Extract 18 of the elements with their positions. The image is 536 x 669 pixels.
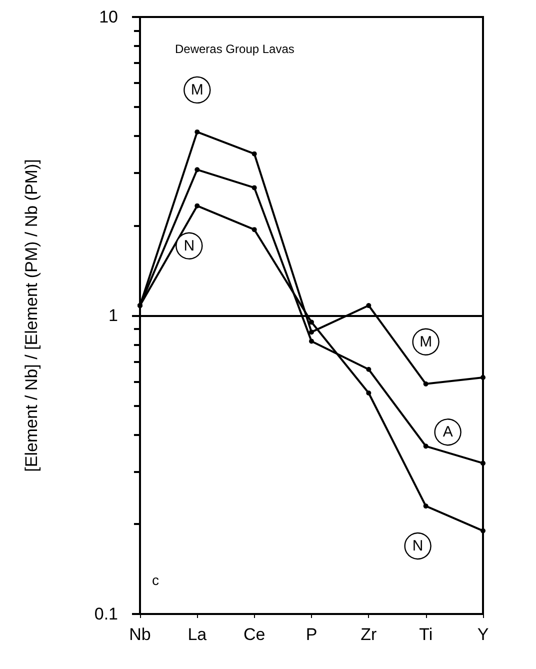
annotation: c [152, 572, 159, 588]
annotation: N [412, 538, 424, 555]
y-axis-title: [Element / Nb] / [Element (PM) / Nb (PM)] [22, 159, 41, 472]
annotation: N [184, 237, 195, 254]
y-tick-label: 10 [99, 8, 118, 26]
text: Deweras Group Lavas [175, 42, 294, 56]
x-tick-label: Y [477, 625, 489, 644]
x-tick-label: La [188, 625, 208, 644]
x-tick-label: Nb [129, 625, 151, 644]
annotation: A [442, 424, 453, 441]
x-tick-label: Zr [360, 625, 378, 644]
annotation: M [420, 333, 432, 350]
y-tick-label: 1 [108, 306, 118, 325]
x-tick-label: P [306, 625, 318, 644]
annotation: M [190, 81, 204, 98]
y-tick-label: 0.1 [94, 604, 118, 624]
x-tick-label: Ce [243, 625, 266, 644]
x-tick-label: Ti [419, 625, 433, 644]
